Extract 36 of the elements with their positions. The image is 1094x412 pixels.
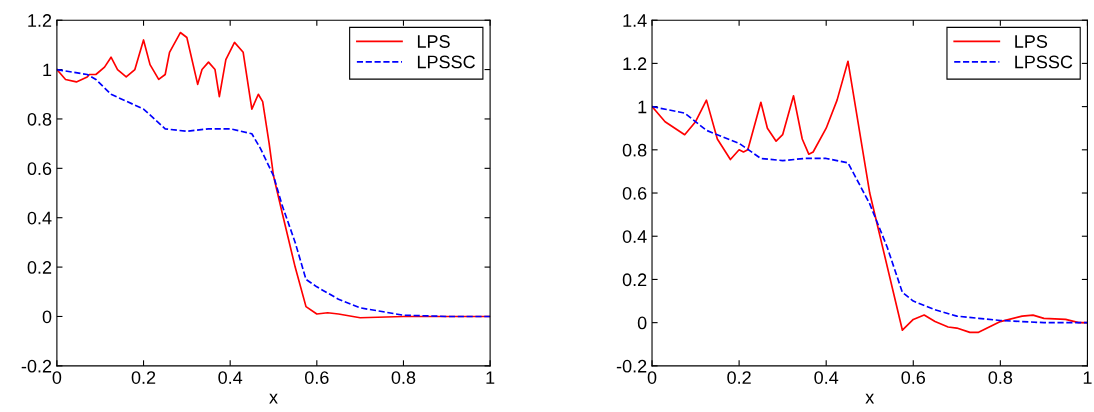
y-tick-label: -0.2 (616, 359, 647, 373)
y-tick-label: 0.2 (622, 273, 647, 287)
y-tick-label: 1.2 (28, 14, 52, 27)
x-tick-label: 1 (486, 371, 495, 384)
x-tick-label: 1 (1083, 371, 1092, 384)
x-tick-label: 0.4 (814, 371, 839, 384)
y-tick-label: 1 (638, 100, 647, 114)
x-tick-label: 0.8 (391, 371, 416, 384)
legend-label: LPSSC (417, 55, 475, 69)
y-tick-label: 1.4 (623, 14, 647, 27)
y-tick-label: 0.6 (622, 186, 647, 200)
x-tick-label: 0.6 (901, 371, 926, 384)
line-series (652, 105, 1088, 324)
x-tick-label: 0 (52, 371, 62, 384)
y-tick-label: 0.6 (27, 162, 52, 176)
y-tick-label: 1 (43, 63, 52, 77)
x-tick-label: 0.8 (988, 371, 1013, 384)
y-tick-label: 1.2 (623, 57, 647, 70)
legend-label: LPSSC (1015, 55, 1073, 69)
y-tick-label: 0.4 (27, 211, 52, 225)
legend-label: LPS (417, 35, 450, 48)
legend-label: LPS (1015, 35, 1048, 48)
y-tick-label: 0.4 (622, 230, 647, 243)
y-tick-label: 0 (42, 310, 52, 324)
x-tick-label: 0.4 (218, 371, 243, 384)
y-tick-label: 0.2 (27, 261, 52, 274)
y-tick-label: 0.8 (622, 143, 647, 157)
x-axis-title: x (865, 393, 875, 404)
y-tick-label: 0 (637, 316, 647, 330)
y-tick-label: -0.2 (21, 359, 52, 373)
x-tick-label: 0.6 (304, 371, 329, 384)
x-tick-label: 0.2 (727, 371, 751, 384)
x-tick-label: 0 (647, 371, 657, 384)
x-axis-title: x (269, 393, 278, 404)
y-tick-label: 0.8 (27, 112, 52, 126)
x-tick-label: 0.2 (131, 371, 156, 384)
